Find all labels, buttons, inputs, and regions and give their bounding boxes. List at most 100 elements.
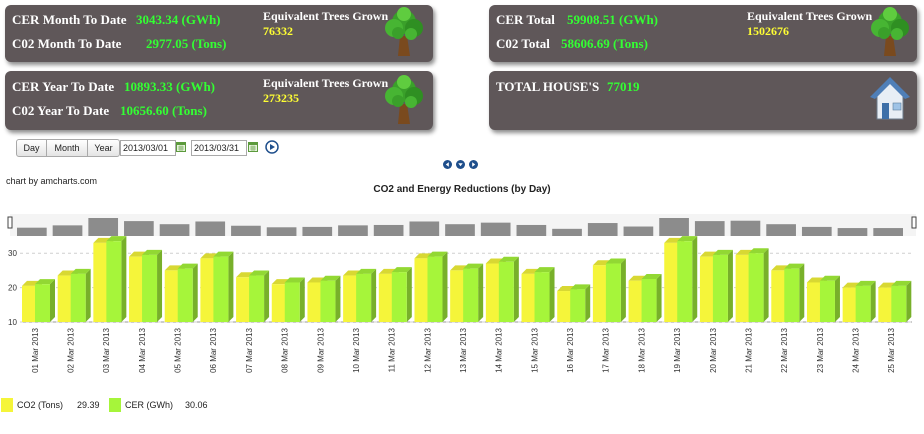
co2-bar: [521, 273, 537, 322]
scrollbar-preview-bar: [338, 225, 368, 236]
cer-bar: [106, 241, 122, 322]
reset-arrow-icon[interactable]: [456, 160, 465, 169]
year-button[interactable]: Year: [94, 143, 113, 153]
scrollbar-preview-bar: [159, 224, 190, 236]
cer-bar-top: [534, 267, 555, 273]
x-tick-label: 04 Mar 2013: [138, 327, 147, 372]
scrollbar-preview-bar: [694, 221, 725, 236]
cer-bar-side: [157, 249, 163, 322]
x-tick-label: 17 Mar 2013: [602, 327, 611, 372]
cer-bar-side: [228, 251, 234, 322]
cer-bar: [427, 256, 443, 322]
scrollbar-preview-bar: [516, 224, 547, 236]
cer-bar: [249, 275, 265, 322]
calendar-from-icon[interactable]: [176, 142, 186, 152]
cer-bar-side: [549, 267, 555, 322]
scrollbar-preview-bar: [730, 220, 761, 236]
cer-bar-side: [620, 258, 626, 322]
x-tick-label: 09 Mar 2013: [316, 327, 325, 372]
cer-bar-side: [299, 277, 305, 322]
x-tick-label: 02 Mar 2013: [67, 327, 76, 372]
co2-bar: [771, 270, 787, 322]
scrollbar-preview-bar: [409, 221, 440, 236]
date-to-input[interactable]: 2013/03/31: [191, 140, 247, 156]
cer-bar-side: [478, 263, 484, 322]
chart-credit[interactable]: chart by amcharts.com: [6, 176, 98, 186]
chart-scrollbar[interactable]: [7, 214, 917, 236]
cer-bar-top: [35, 279, 55, 285]
cer-bar-top: [498, 256, 519, 262]
x-tick-label: 23 Mar 2013: [816, 327, 825, 372]
go-arrow-icon[interactable]: [265, 140, 279, 154]
scrollbar-preview-bar: [445, 224, 475, 236]
legend-co2-label[interactable]: CO2 (Tons): [17, 400, 64, 410]
legend-cer-swatch[interactable]: [109, 398, 121, 412]
co2-bar: [343, 275, 359, 322]
cer-bar-side: [692, 236, 698, 322]
scrollbar-preview-bar: [195, 221, 226, 236]
scrollbar-handle: [7, 216, 13, 229]
cer-bar: [605, 263, 621, 322]
scrollbar-preview-bar: [17, 227, 47, 236]
x-tick-label: 05 Mar 2013: [174, 327, 183, 372]
cer-bar: [891, 285, 907, 322]
co2-year-label: C02 Year To Date: [12, 103, 110, 118]
legend-cer-label[interactable]: CER (GWh): [125, 400, 173, 410]
x-tick-label: 25 Mar 2013: [887, 327, 896, 372]
x-tick-label: 21 Mar 2013: [744, 327, 753, 372]
cer-bar-top: [106, 236, 127, 242]
total-houses-value: 77019: [607, 79, 640, 94]
trees-month-value: 76332: [263, 24, 293, 38]
cer-bar: [498, 261, 514, 322]
house-icon: [870, 77, 910, 120]
cer-bar-top: [320, 275, 341, 281]
cer-bar-side: [906, 280, 912, 322]
co2-bar: [164, 270, 180, 322]
cer-bar-top: [641, 274, 662, 279]
cer-bar-top: [605, 258, 626, 264]
cer-bar: [391, 272, 407, 322]
x-tick-label: 18 Mar 2013: [637, 327, 646, 372]
legend-co2-value: 29.39: [77, 400, 100, 410]
cer-bar-side: [834, 275, 840, 322]
scrollbar-preview-bar: [88, 218, 119, 236]
calendar-to-icon[interactable]: [248, 142, 258, 152]
cer-bar-side: [763, 248, 769, 322]
scrollbar-preview-bar: [873, 228, 903, 236]
cer-bar: [70, 273, 86, 322]
co2-bar: [93, 242, 109, 322]
date-from-input[interactable]: 2013/03/01: [120, 140, 176, 156]
day-button[interactable]: Day: [17, 140, 47, 156]
cer-bar-top: [284, 277, 305, 283]
bar-chart: 10 20 30 01 Mar 2013 02 Mar 2013 03 Mar 2013…: [7, 214, 917, 373]
co2-bar: [592, 265, 608, 322]
x-tick-label: 07 Mar 2013: [245, 327, 254, 372]
co2-bar: [271, 284, 287, 322]
y-tick-label: 30: [8, 249, 17, 258]
x-tick-label: 14 Mar 2013: [495, 327, 504, 372]
total-houses-label: TOTAL HOUSE'S: [496, 79, 600, 94]
cer-bar: [712, 254, 728, 322]
tree-icon: [385, 75, 423, 124]
cer-bar: [213, 256, 229, 322]
cer-bar: [641, 279, 657, 322]
cer-bar-side: [264, 270, 270, 322]
next-arrow-icon[interactable]: [469, 160, 478, 169]
legend-cer-value: 30.06: [185, 400, 208, 410]
trees-total-label: Equivalent Trees Grown: [747, 9, 873, 23]
cer-bar-side: [192, 263, 198, 322]
month-button[interactable]: Month: [47, 140, 88, 156]
x-tick-label: 12 Mar 2013: [423, 327, 432, 372]
cer-bar-side: [727, 249, 733, 322]
co2-bar: [842, 287, 858, 322]
scrollbar-preview-bar: [52, 225, 83, 236]
cer-year-value: 10893.33 (GWh): [124, 79, 215, 94]
cer-bar-side: [50, 279, 55, 322]
co2-bar: [878, 287, 894, 322]
cer-bar: [819, 280, 835, 322]
co2-bar: [236, 277, 252, 322]
previous-arrow-icon[interactable]: [443, 160, 452, 169]
legend-co2-swatch[interactable]: [1, 398, 13, 412]
cer-month-label: CER Month To Date: [12, 12, 127, 27]
co2-bar: [735, 254, 751, 322]
